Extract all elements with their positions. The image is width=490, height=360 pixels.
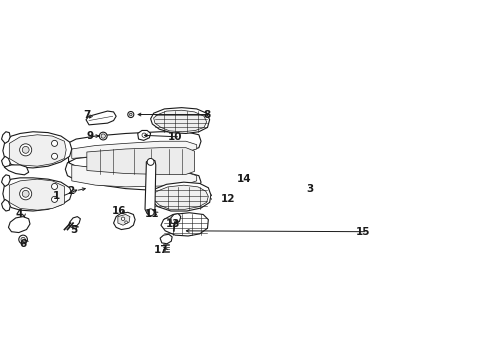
Circle shape <box>51 184 57 189</box>
Polygon shape <box>9 179 65 210</box>
Polygon shape <box>1 156 10 168</box>
Circle shape <box>22 190 29 197</box>
Circle shape <box>147 158 154 165</box>
Polygon shape <box>1 132 10 143</box>
Text: 3: 3 <box>306 184 314 194</box>
Circle shape <box>51 140 57 147</box>
Polygon shape <box>87 148 195 174</box>
Circle shape <box>122 217 125 220</box>
Text: 7: 7 <box>83 109 91 120</box>
Circle shape <box>20 188 32 200</box>
Polygon shape <box>72 141 196 158</box>
Polygon shape <box>118 215 130 225</box>
Polygon shape <box>4 165 29 175</box>
Polygon shape <box>152 185 208 209</box>
Circle shape <box>142 133 147 138</box>
Polygon shape <box>3 132 72 168</box>
Polygon shape <box>160 234 172 244</box>
Polygon shape <box>161 213 208 236</box>
Polygon shape <box>150 182 211 211</box>
Text: 11: 11 <box>145 208 160 219</box>
Polygon shape <box>3 178 72 211</box>
Polygon shape <box>171 213 181 224</box>
Polygon shape <box>69 217 80 228</box>
Text: 6: 6 <box>20 239 27 249</box>
Circle shape <box>21 237 25 242</box>
Text: 16: 16 <box>112 206 126 216</box>
Circle shape <box>51 196 57 202</box>
Circle shape <box>51 153 57 159</box>
Circle shape <box>211 195 215 199</box>
Text: 17: 17 <box>154 245 168 255</box>
Polygon shape <box>8 217 30 233</box>
Polygon shape <box>114 212 135 230</box>
Polygon shape <box>154 110 207 132</box>
Polygon shape <box>214 174 250 195</box>
Polygon shape <box>65 132 201 191</box>
Circle shape <box>212 192 218 198</box>
Polygon shape <box>72 165 196 187</box>
Text: 15: 15 <box>355 227 370 237</box>
Text: 8: 8 <box>204 109 211 120</box>
Polygon shape <box>216 176 246 193</box>
Text: 13: 13 <box>166 219 180 229</box>
Circle shape <box>128 112 134 117</box>
Text: 1: 1 <box>53 192 60 201</box>
Text: 4: 4 <box>15 208 23 219</box>
Polygon shape <box>9 135 66 166</box>
Polygon shape <box>86 111 116 125</box>
Text: 12: 12 <box>221 194 235 204</box>
Polygon shape <box>1 199 10 211</box>
Circle shape <box>19 235 27 244</box>
Circle shape <box>22 147 29 153</box>
Circle shape <box>101 134 105 138</box>
Circle shape <box>99 132 107 140</box>
Text: 2: 2 <box>67 186 74 196</box>
Circle shape <box>129 113 132 116</box>
Text: 5: 5 <box>70 225 77 235</box>
Text: 9: 9 <box>87 131 94 141</box>
Polygon shape <box>150 108 210 134</box>
Circle shape <box>125 221 127 224</box>
Polygon shape <box>1 175 10 186</box>
Polygon shape <box>138 130 150 140</box>
Circle shape <box>20 144 32 156</box>
Text: 10: 10 <box>168 132 182 142</box>
Text: 14: 14 <box>237 174 251 184</box>
Polygon shape <box>145 159 156 213</box>
Circle shape <box>147 209 154 216</box>
